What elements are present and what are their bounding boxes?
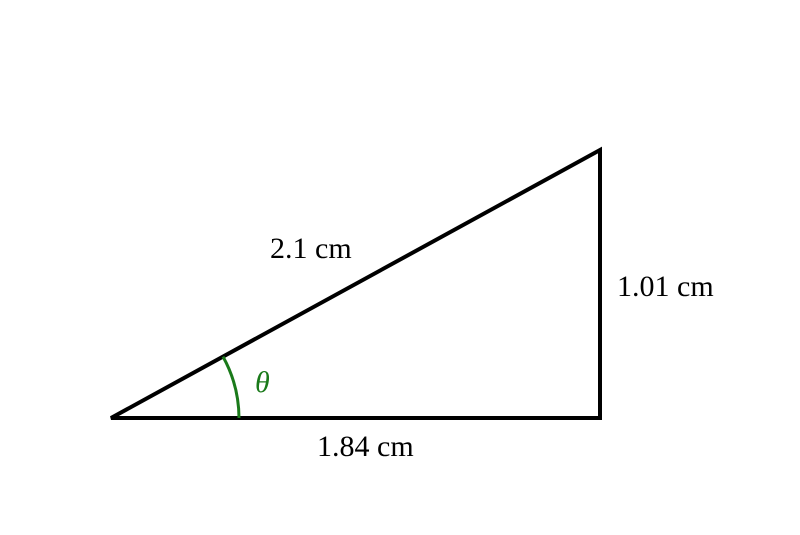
angle-arc [223,357,239,418]
right-triangle [111,150,600,418]
right-side-label: 1.01 cm [617,270,714,304]
diagram-canvas: 2.1 cm 1.01 cm 1.84 cm θ [0,0,800,535]
theta-label: θ [255,366,270,400]
base-label: 1.84 cm [317,430,414,464]
hypotenuse-label: 2.1 cm [270,232,352,266]
